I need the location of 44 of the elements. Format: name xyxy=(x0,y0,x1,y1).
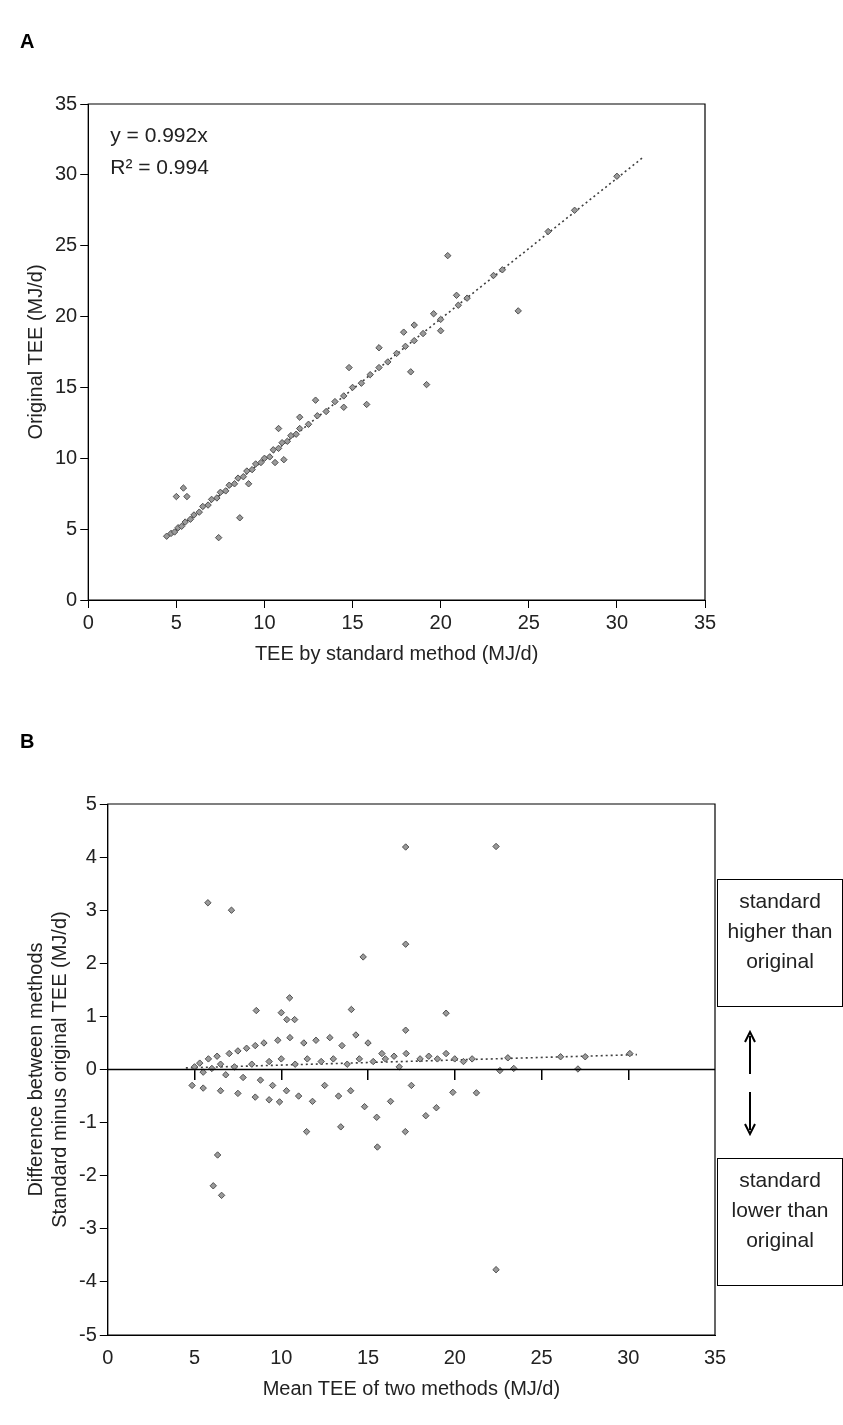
y-tick-label: 2 xyxy=(85,950,97,973)
x-tick-label: 15 xyxy=(356,1345,380,1368)
chart-title: B xyxy=(20,729,35,752)
x-tick-label: 0 xyxy=(102,1345,114,1368)
y-tick-label: 25 xyxy=(55,233,78,256)
y-tick-label: 1 xyxy=(85,1003,97,1026)
x-tick-label: 30 xyxy=(617,1345,640,1368)
y-tick-label: 20 xyxy=(55,304,78,327)
annotation: R² = 0.994 xyxy=(110,155,210,179)
x-tick-label: 10 xyxy=(270,1345,293,1368)
x-axis-title: TEE by standard method (MJ/d) xyxy=(254,641,539,664)
y-tick-label: -2 xyxy=(78,1163,97,1186)
y-tick-label: 15 xyxy=(55,374,78,397)
y-tick-label: -1 xyxy=(78,1110,97,1133)
y-tick-label: 3 xyxy=(85,897,97,920)
y-tick-label: 10 xyxy=(55,445,78,468)
x-tick-label: 25 xyxy=(517,610,540,633)
y-tick-label: 0 xyxy=(85,1057,97,1080)
text: standard higher than original xyxy=(717,879,843,1007)
y-tick-label: 0 xyxy=(66,587,78,610)
x-tick-label: 5 xyxy=(170,610,182,633)
y-tick-label: 35 xyxy=(55,91,78,114)
y-axis-title: Difference between methods Standard minus original TEE (MJ/d) xyxy=(23,911,70,1228)
x-tick-label: 10 xyxy=(253,610,276,633)
x-tick-label: 20 xyxy=(443,1345,466,1368)
x-tick-label: 25 xyxy=(530,1345,553,1368)
chart-title: A xyxy=(20,29,35,52)
x-tick-label: 30 xyxy=(605,610,629,633)
x-tick-label: 35 xyxy=(703,1345,727,1368)
y-tick-label: 5 xyxy=(85,791,97,814)
x-tick-label: 15 xyxy=(341,610,364,633)
y-tick-label: -5 xyxy=(78,1322,97,1345)
x-tick-label: 5 xyxy=(188,1345,201,1368)
x-axis-title: Mean TEE of two methods (MJ/d) xyxy=(262,1376,561,1399)
x-tick-label: 20 xyxy=(429,610,452,633)
y-tick-label: 5 xyxy=(66,516,78,539)
x-tick-label: 35 xyxy=(693,610,717,633)
y-tick-label: -4 xyxy=(78,1269,97,1292)
annotation: y = 0.992x xyxy=(110,123,209,147)
y-tick-label: -3 xyxy=(78,1216,97,1239)
y-tick-label: 30 xyxy=(55,162,78,185)
y-tick-label: 4 xyxy=(85,844,97,867)
y-axis-title: Original TEE (MJ/d) xyxy=(23,264,46,440)
text: standard lower than original xyxy=(717,1158,843,1286)
